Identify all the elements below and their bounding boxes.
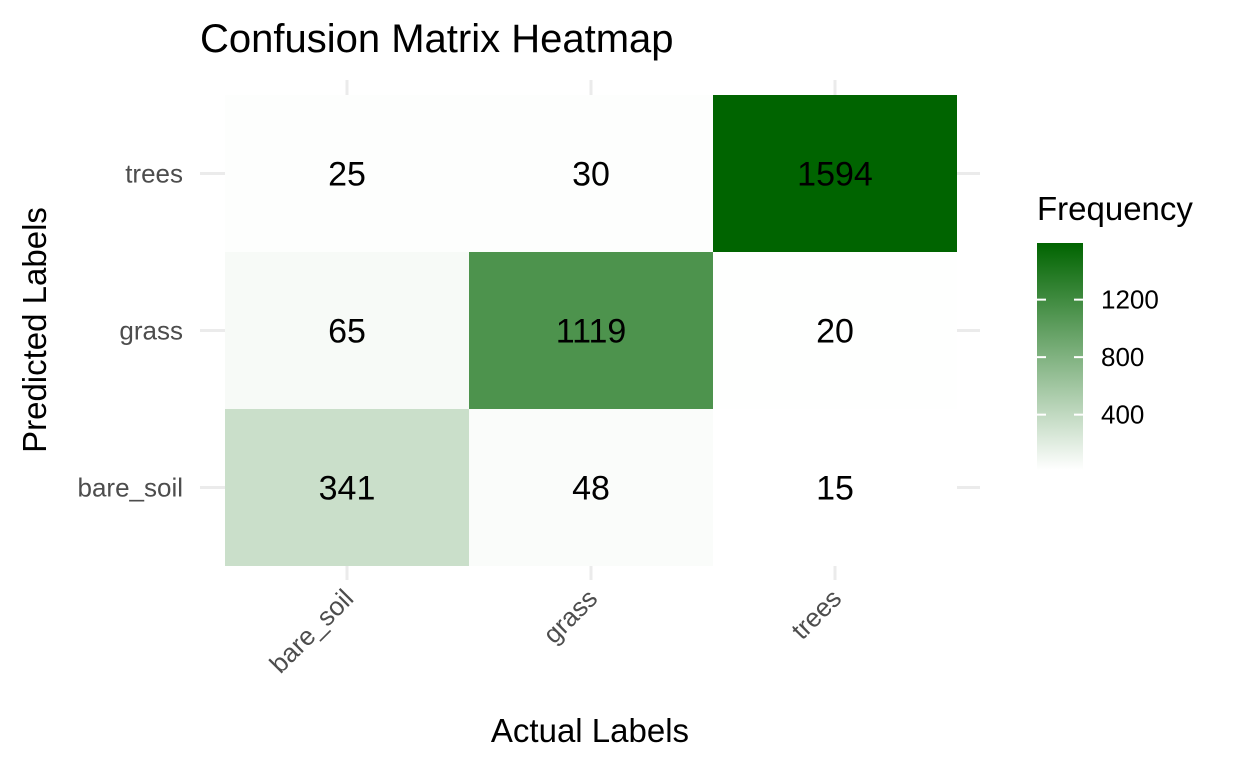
x-tick-label: bare_soil [263, 583, 359, 679]
y-axis-tick-labels: bare_soil grass trees [77, 159, 183, 503]
legend-title: Frequency [1037, 190, 1193, 227]
cell-value-label: 30 [572, 156, 610, 194]
x-tick-label: grass [537, 583, 603, 649]
heatmap-cell-grass-grass [469, 252, 713, 409]
legend-tick-label: 400 [1101, 400, 1144, 430]
cell-value-label: 1594 [797, 156, 873, 194]
heatmap-cell-bare_soil-grass [469, 409, 713, 566]
heatmap-cell-bare_soil-trees [713, 409, 957, 566]
cell-value-label: 65 [328, 313, 366, 351]
x-tick-label: trees [785, 583, 847, 645]
heatmap-cell-trees-trees [713, 95, 957, 252]
x-axis-title: Actual Labels [491, 712, 689, 749]
cell-value-label: 1119 [556, 313, 627, 351]
cell-value-label: 341 [319, 470, 376, 508]
y-axis-title: Predicted Labels [16, 207, 53, 453]
heatmap-cell-bare_soil-bare_soil [225, 409, 469, 566]
heatmap-cells [225, 95, 957, 566]
cell-value-label: 48 [572, 470, 610, 508]
cell-value-label: 25 [328, 156, 366, 194]
x-axis-tick-labels: bare_soil grass trees [263, 583, 847, 679]
y-tick-label: grass [119, 316, 183, 346]
heatmap-cell-grass-trees [713, 252, 957, 409]
heatmap-cell-grass-bare_soil [225, 252, 469, 409]
legend-tick-label: 1200 [1101, 285, 1159, 315]
y-tick-label: trees [125, 159, 183, 189]
legend: Frequency 400 800 1200 [1037, 190, 1193, 470]
heatmap-cell-trees-bare_soil [225, 95, 469, 252]
cell-value-label: 20 [816, 313, 854, 351]
heatmap-cell-trees-grass [469, 95, 713, 252]
cell-value-label: 15 [816, 470, 854, 508]
legend-ticks: 400 800 1200 [1037, 285, 1159, 430]
y-tick-label: bare_soil [77, 473, 183, 503]
cell-value-labels: 341 48 15 65 1119 20 25 30 1594 [319, 156, 873, 508]
chart-title: Confusion Matrix Heatmap [200, 17, 674, 61]
legend-tick-label: 800 [1101, 342, 1144, 372]
